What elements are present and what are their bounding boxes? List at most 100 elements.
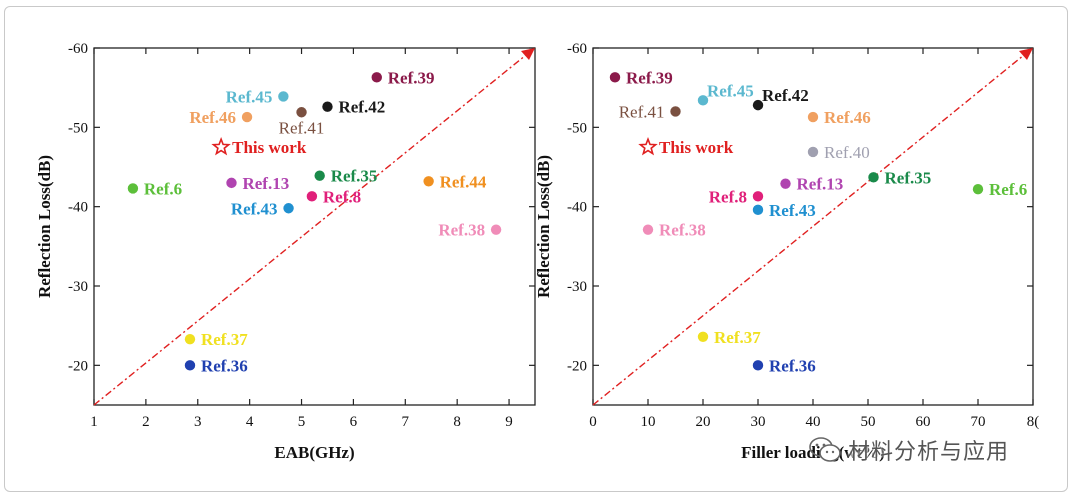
data-label: Ref.6 <box>989 180 1027 199</box>
data-point <box>296 107 307 118</box>
data-point <box>490 224 502 235</box>
data-point <box>780 178 791 189</box>
x-tick-label: 1 <box>90 414 98 430</box>
x-tick-label: 6 <box>350 414 358 430</box>
y-tick-label: -30 <box>68 279 88 295</box>
data-point <box>314 170 325 181</box>
data-point <box>807 146 819 158</box>
y-tick-label: -30 <box>567 279 587 295</box>
x-tick-label: 9 <box>505 414 513 430</box>
x-tick-label: 70 <box>971 414 986 430</box>
data-label: Ref.13 <box>797 175 844 194</box>
y-tick-label: -50 <box>567 120 587 136</box>
figure-frame <box>4 6 1068 492</box>
data-label: This work <box>232 138 307 157</box>
data-point <box>868 172 879 183</box>
y-tick-label: -60 <box>567 41 587 57</box>
data-point <box>278 91 289 102</box>
y-tick-label: -40 <box>567 200 587 216</box>
plot-area-1 <box>93 47 536 406</box>
data-label: Ref.45 <box>707 81 754 100</box>
data-label: Ref.39 <box>388 68 435 87</box>
chart-panel-1: 1 2 3 4 5 6 7 8 9 -20 -30 -40 -50 -60 EAB(GHz) Reflecti… <box>35 41 536 462</box>
x-tick-label: 0 <box>589 414 597 430</box>
data-label: Ref.37 <box>714 328 761 347</box>
x-tick-label: 3 <box>194 414 202 430</box>
x-tick-label: 8 <box>453 414 461 430</box>
data-point <box>752 204 764 216</box>
data-point <box>184 360 196 371</box>
y-axis-title: Reflection Loss(dB) <box>35 155 54 298</box>
data-label: Ref.37 <box>201 330 248 349</box>
y-tick-label: -20 <box>68 358 88 374</box>
y-tick-label: -50 <box>68 120 88 136</box>
reference-diagonal-line <box>592 54 1025 406</box>
data-label: Ref.46 <box>824 108 871 127</box>
x-tick-label: 10 <box>641 414 656 430</box>
data-label: Ref.38 <box>438 221 485 240</box>
data-label: Ref.8 <box>323 187 361 206</box>
data-point <box>697 331 709 342</box>
data-label: Ref.46 <box>189 108 236 127</box>
wechat-icon <box>809 437 841 462</box>
data-point <box>752 191 764 202</box>
y-tick-label: -20 <box>567 358 587 374</box>
data-point <box>807 111 819 123</box>
x-tick-label: 20 <box>696 414 711 430</box>
arrow-head-icon <box>1019 48 1033 60</box>
data-point <box>697 95 709 106</box>
reference-diagonal-line <box>93 54 527 406</box>
x-tick-label: 30 <box>751 414 766 430</box>
data-label: Ref.8 <box>709 187 747 206</box>
watermark: 材料分析与应用 <box>808 432 1009 468</box>
x-tick-label: 8( <box>1027 414 1040 430</box>
data-point <box>752 360 764 371</box>
x-tick-label: 7 <box>402 414 410 430</box>
data-point <box>127 183 139 194</box>
data-point <box>306 191 318 202</box>
data-point <box>371 72 382 83</box>
data-point <box>423 176 434 187</box>
data-point <box>642 224 654 235</box>
x-tick-label: 40 <box>806 414 821 430</box>
x-tick-label: 5 <box>298 414 306 430</box>
watermark-text: 材料分析与应用 <box>848 440 1010 465</box>
star-marker <box>211 136 231 156</box>
x-tick-label: 60 <box>916 414 931 430</box>
data-point <box>184 333 196 345</box>
data-point <box>241 111 253 123</box>
y-axis-title: Reflection Loss(dB) <box>534 155 553 298</box>
data-point <box>670 106 681 117</box>
data-label: Ref.40 <box>824 143 870 162</box>
data-label: Ref.43 <box>231 199 278 218</box>
data-point <box>226 177 237 189</box>
arrow-head-icon <box>521 48 535 60</box>
data-point <box>609 72 621 83</box>
data-label: Ref.38 <box>659 221 706 240</box>
data-label: Ref.39 <box>626 68 673 87</box>
data-label: This work <box>659 138 734 157</box>
data-label: Ref.6 <box>144 179 182 198</box>
data-label: Ref.42 <box>762 86 809 105</box>
data-label: Ref.43 <box>769 201 816 220</box>
data-label: Ref.13 <box>242 174 289 193</box>
data-label: Ref.35 <box>331 167 378 186</box>
x-tick-label: 50 <box>861 414 876 430</box>
data-label: Ref.35 <box>885 168 932 187</box>
data-label: Ref.42 <box>338 98 385 117</box>
data-label: Ref.36 <box>201 356 248 375</box>
y-tick-label: -40 <box>68 200 88 216</box>
star-marker <box>638 136 658 156</box>
x-tick-label: 2 <box>142 414 150 430</box>
x-tick-label: 4 <box>246 414 254 430</box>
data-point <box>752 99 764 111</box>
data-label: Ref.45 <box>226 87 273 106</box>
data-point <box>283 203 294 214</box>
data-label: Ref.36 <box>769 356 816 375</box>
data-point <box>322 101 333 112</box>
y-tick-label: -60 <box>68 41 88 57</box>
data-label: Ref.41 <box>619 102 665 121</box>
x-axis-title: EAB(GHz) <box>274 443 354 462</box>
